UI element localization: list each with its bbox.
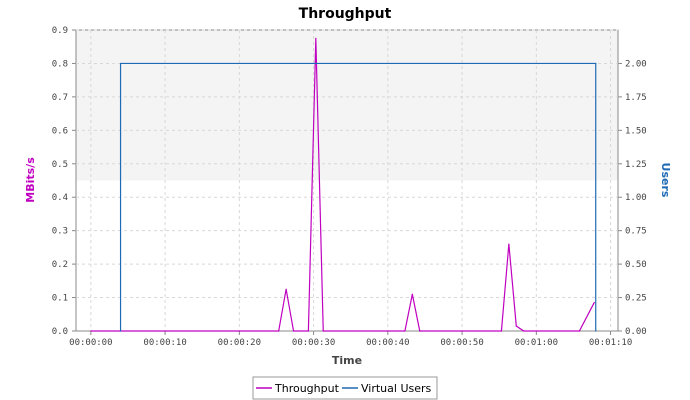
x-tick-label: 00:00:10	[143, 338, 186, 348]
y2-tick-label: 0.00	[625, 327, 647, 337]
data-point-throughput	[292, 330, 295, 332]
data-point-throughput	[419, 330, 421, 332]
data-point-virtual-users	[595, 62, 597, 65]
y2-tick-label: 1.75	[625, 93, 647, 103]
y-tick-label: 0.7	[52, 93, 68, 103]
data-point-throughput	[307, 330, 309, 332]
data-point-throughput	[411, 293, 413, 295]
plot-area-shade	[76, 30, 618, 181]
x-tick-label: 00:00:20	[218, 338, 261, 348]
data-point-throughput	[508, 243, 510, 245]
y2-tick-label: 1.00	[625, 193, 647, 203]
y-axis-ticks: 0.0 0.1 0.2 0.3 0.4 0.5 0.6 0.7 0.8 0.9	[52, 26, 76, 337]
legend-label-throughput: Throughput	[274, 382, 340, 395]
y2-tick-label: 2.00	[625, 59, 647, 69]
legend-label-virtual-users: Virtual Users	[361, 382, 432, 395]
data-point-throughput	[278, 330, 280, 332]
data-point-throughput	[322, 330, 324, 332]
data-point-throughput	[578, 330, 580, 332]
y2-tick-label: 0.75	[625, 227, 647, 237]
y2-tick-label: 0.50	[625, 260, 647, 270]
y-tick-label: 0.2	[52, 260, 68, 270]
y-tick-label: 0.6	[52, 126, 68, 136]
x-axis-label: Time	[332, 354, 362, 367]
data-point-virtual-users	[595, 330, 597, 332]
y-tick-label: 0.5	[52, 160, 68, 170]
y-tick-label: 0.0	[52, 327, 68, 337]
y-axis-label: MBits/s	[24, 157, 37, 203]
y-tick-label: 0.9	[52, 26, 68, 36]
y2-tick-label: 1.50	[625, 126, 647, 136]
data-point-throughput	[404, 330, 406, 332]
data-point-virtual-users	[119, 330, 122, 332]
y2-tick-label: 1.25	[625, 160, 647, 170]
legend: Throughput Virtual Users	[252, 376, 438, 400]
x-tick-label: 00:00:40	[366, 338, 409, 348]
series-line-throughput	[90, 38, 595, 332]
y2-axis-ticks: 0.00 0.25 0.50 0.75 1.00 1.25 1.50 1.75 2.00	[618, 59, 647, 337]
data-point-throughput	[315, 37, 317, 39]
x-tick-label: 00:01:10	[589, 338, 632, 348]
y-tick-label: 0.3	[52, 227, 68, 237]
data-point-throughput	[90, 330, 92, 332]
data-point-throughput	[285, 288, 287, 290]
chart-title: Throughput	[299, 6, 392, 22]
data-point-throughput	[593, 301, 595, 304]
y-tick-label: 0.4	[52, 193, 68, 203]
series-layer	[90, 37, 597, 332]
y2-axis-label: Users	[659, 163, 672, 198]
y-tick-label: 0.1	[52, 294, 68, 304]
x-tick-label: 00:00:50	[440, 338, 483, 348]
data-point-virtual-users	[119, 62, 122, 65]
y-tick-label: 0.8	[52, 59, 68, 69]
x-axis-ticks: 00:00:00 00:00:10 00:00:20 00:00:30 00:00:40…	[69, 331, 632, 348]
y2-tick-label: 0.25	[625, 294, 647, 304]
data-point-throughput	[523, 330, 525, 332]
x-tick-label: 00:00:00	[69, 338, 112, 348]
data-point-throughput	[500, 330, 503, 332]
x-tick-label: 00:00:30	[292, 338, 335, 348]
x-tick-label: 00:01:00	[515, 338, 558, 348]
grid-lines	[76, 29, 618, 331]
series-line-virtual-users	[119, 62, 597, 331]
data-point-throughput	[515, 325, 517, 327]
